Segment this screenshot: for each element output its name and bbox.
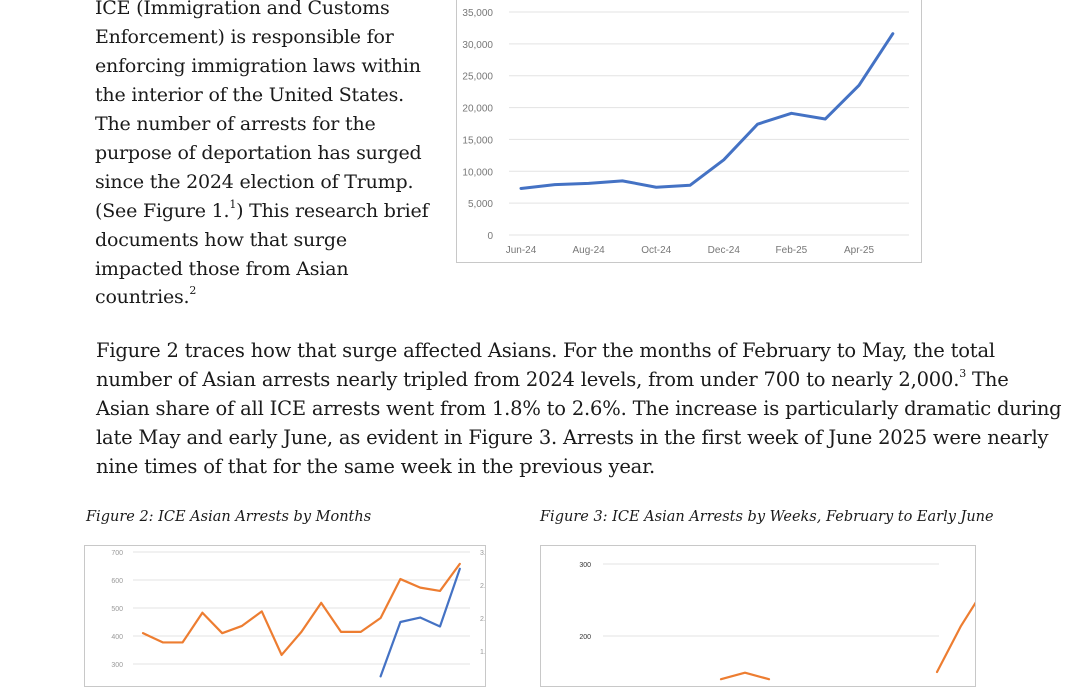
intro-line: Enforcement) is responsible for bbox=[95, 26, 394, 48]
y-tick-label: 5,000 bbox=[468, 199, 493, 210]
series-line bbox=[719, 601, 975, 681]
figure-1-chart: 0 5,000 10,000 15,000 20,000 25,000 30,000 35,0… bbox=[456, 0, 922, 263]
y-left-tick-label: 400 bbox=[111, 634, 123, 641]
figure-3-caption: Figure 3: ICE Asian Arrests by Weeks, Fe… bbox=[540, 509, 994, 525]
x-tick-label: Apr-25 bbox=[844, 245, 874, 256]
intro-line: since the 2024 election of Trump. bbox=[95, 171, 414, 193]
series-line bbox=[519, 32, 895, 190]
intro-line: ICE (Immigration and Customs bbox=[95, 0, 390, 19]
y-left-tick-label: 600 bbox=[111, 578, 123, 585]
y-right-tick-label: 2.0% bbox=[480, 616, 485, 623]
intro-line: the interior of the United States. bbox=[95, 84, 404, 106]
y-left-tick-label: 700 bbox=[111, 550, 123, 557]
x-tick-label: Jun-24 bbox=[506, 245, 537, 256]
body-line: late May and early June, as evident in F… bbox=[96, 426, 1049, 449]
series-line-share bbox=[141, 562, 461, 657]
body-line: nine times of that for the same week in … bbox=[96, 455, 656, 478]
intro-text: (See Figure 1. bbox=[95, 200, 230, 222]
intro-text: countries. bbox=[95, 286, 190, 308]
figure-1-svg: 0 5,000 10,000 15,000 20,000 25,000 30,000 35,0… bbox=[462, 8, 909, 256]
y-right-tick-label: 3.0% bbox=[480, 550, 485, 557]
y-left-tick-label: 300 bbox=[111, 662, 123, 669]
intro-line: The number of arrests for the bbox=[95, 113, 376, 135]
y-right-tick-label: 1.5% bbox=[480, 649, 485, 656]
y-tick-label: 25,000 bbox=[462, 72, 493, 83]
footnote-ref[interactable]: 1 bbox=[229, 198, 237, 211]
intro-line: purpose of deportation has surged bbox=[95, 142, 422, 164]
intro-line: documents how that surge bbox=[95, 229, 347, 251]
footnote-ref[interactable]: 2 bbox=[189, 284, 197, 297]
x-tick-label: Aug-24 bbox=[572, 245, 605, 256]
figure-3-chart: 200 300 bbox=[540, 545, 976, 687]
x-tick-label: Oct-24 bbox=[641, 245, 671, 256]
intro-line: enforcing immigration laws within bbox=[95, 55, 421, 77]
y-right-tick-label: 2.5% bbox=[480, 583, 485, 590]
series-line-arrests bbox=[379, 567, 461, 678]
y-tick-label: 200 bbox=[579, 634, 591, 641]
y-tick-label: 15,000 bbox=[462, 135, 493, 146]
intro-line: (See Figure 1.1) This research brief bbox=[95, 198, 429, 223]
intro-line: impacted those from Asian bbox=[95, 258, 349, 280]
y-tick-label: 30,000 bbox=[462, 40, 493, 51]
y-tick-label: 35,000 bbox=[462, 8, 493, 19]
figure-2-caption: Figure 2: ICE Asian Arrests by Months bbox=[86, 509, 372, 525]
y-tick-label: 0 bbox=[487, 231, 493, 242]
y-tick-label: 300 bbox=[579, 562, 591, 569]
body-line: Figure 2 traces how that surge affected … bbox=[96, 339, 995, 362]
intro-text: ) This research brief bbox=[236, 200, 429, 222]
y-tick-label: 20,000 bbox=[462, 104, 493, 115]
x-tick-label: Dec-24 bbox=[708, 245, 741, 256]
body-line: number of Asian arrests nearly tripled f… bbox=[96, 368, 1009, 392]
body-line: Asian share of all ICE arrests went from… bbox=[96, 397, 1062, 420]
body-text: The bbox=[966, 368, 1009, 391]
y-left-tick-label: 500 bbox=[111, 606, 123, 613]
figure-2-chart: 300 400 500 600 700 1.5% 2.0% 2.5% 3.0% bbox=[84, 545, 486, 687]
intro-line: countries.2 bbox=[95, 285, 196, 309]
figure-2-svg: 300 400 500 600 700 1.5% 2.0% 2.5% 3.0% bbox=[111, 550, 485, 678]
y-tick-label: 10,000 bbox=[462, 167, 493, 178]
figure-3-svg: 200 300 bbox=[579, 562, 975, 681]
x-tick-label: Feb-25 bbox=[776, 245, 808, 256]
footnote-ref[interactable]: 3 bbox=[959, 367, 967, 380]
body-text: number of Asian arrests nearly tripled f… bbox=[96, 368, 960, 391]
